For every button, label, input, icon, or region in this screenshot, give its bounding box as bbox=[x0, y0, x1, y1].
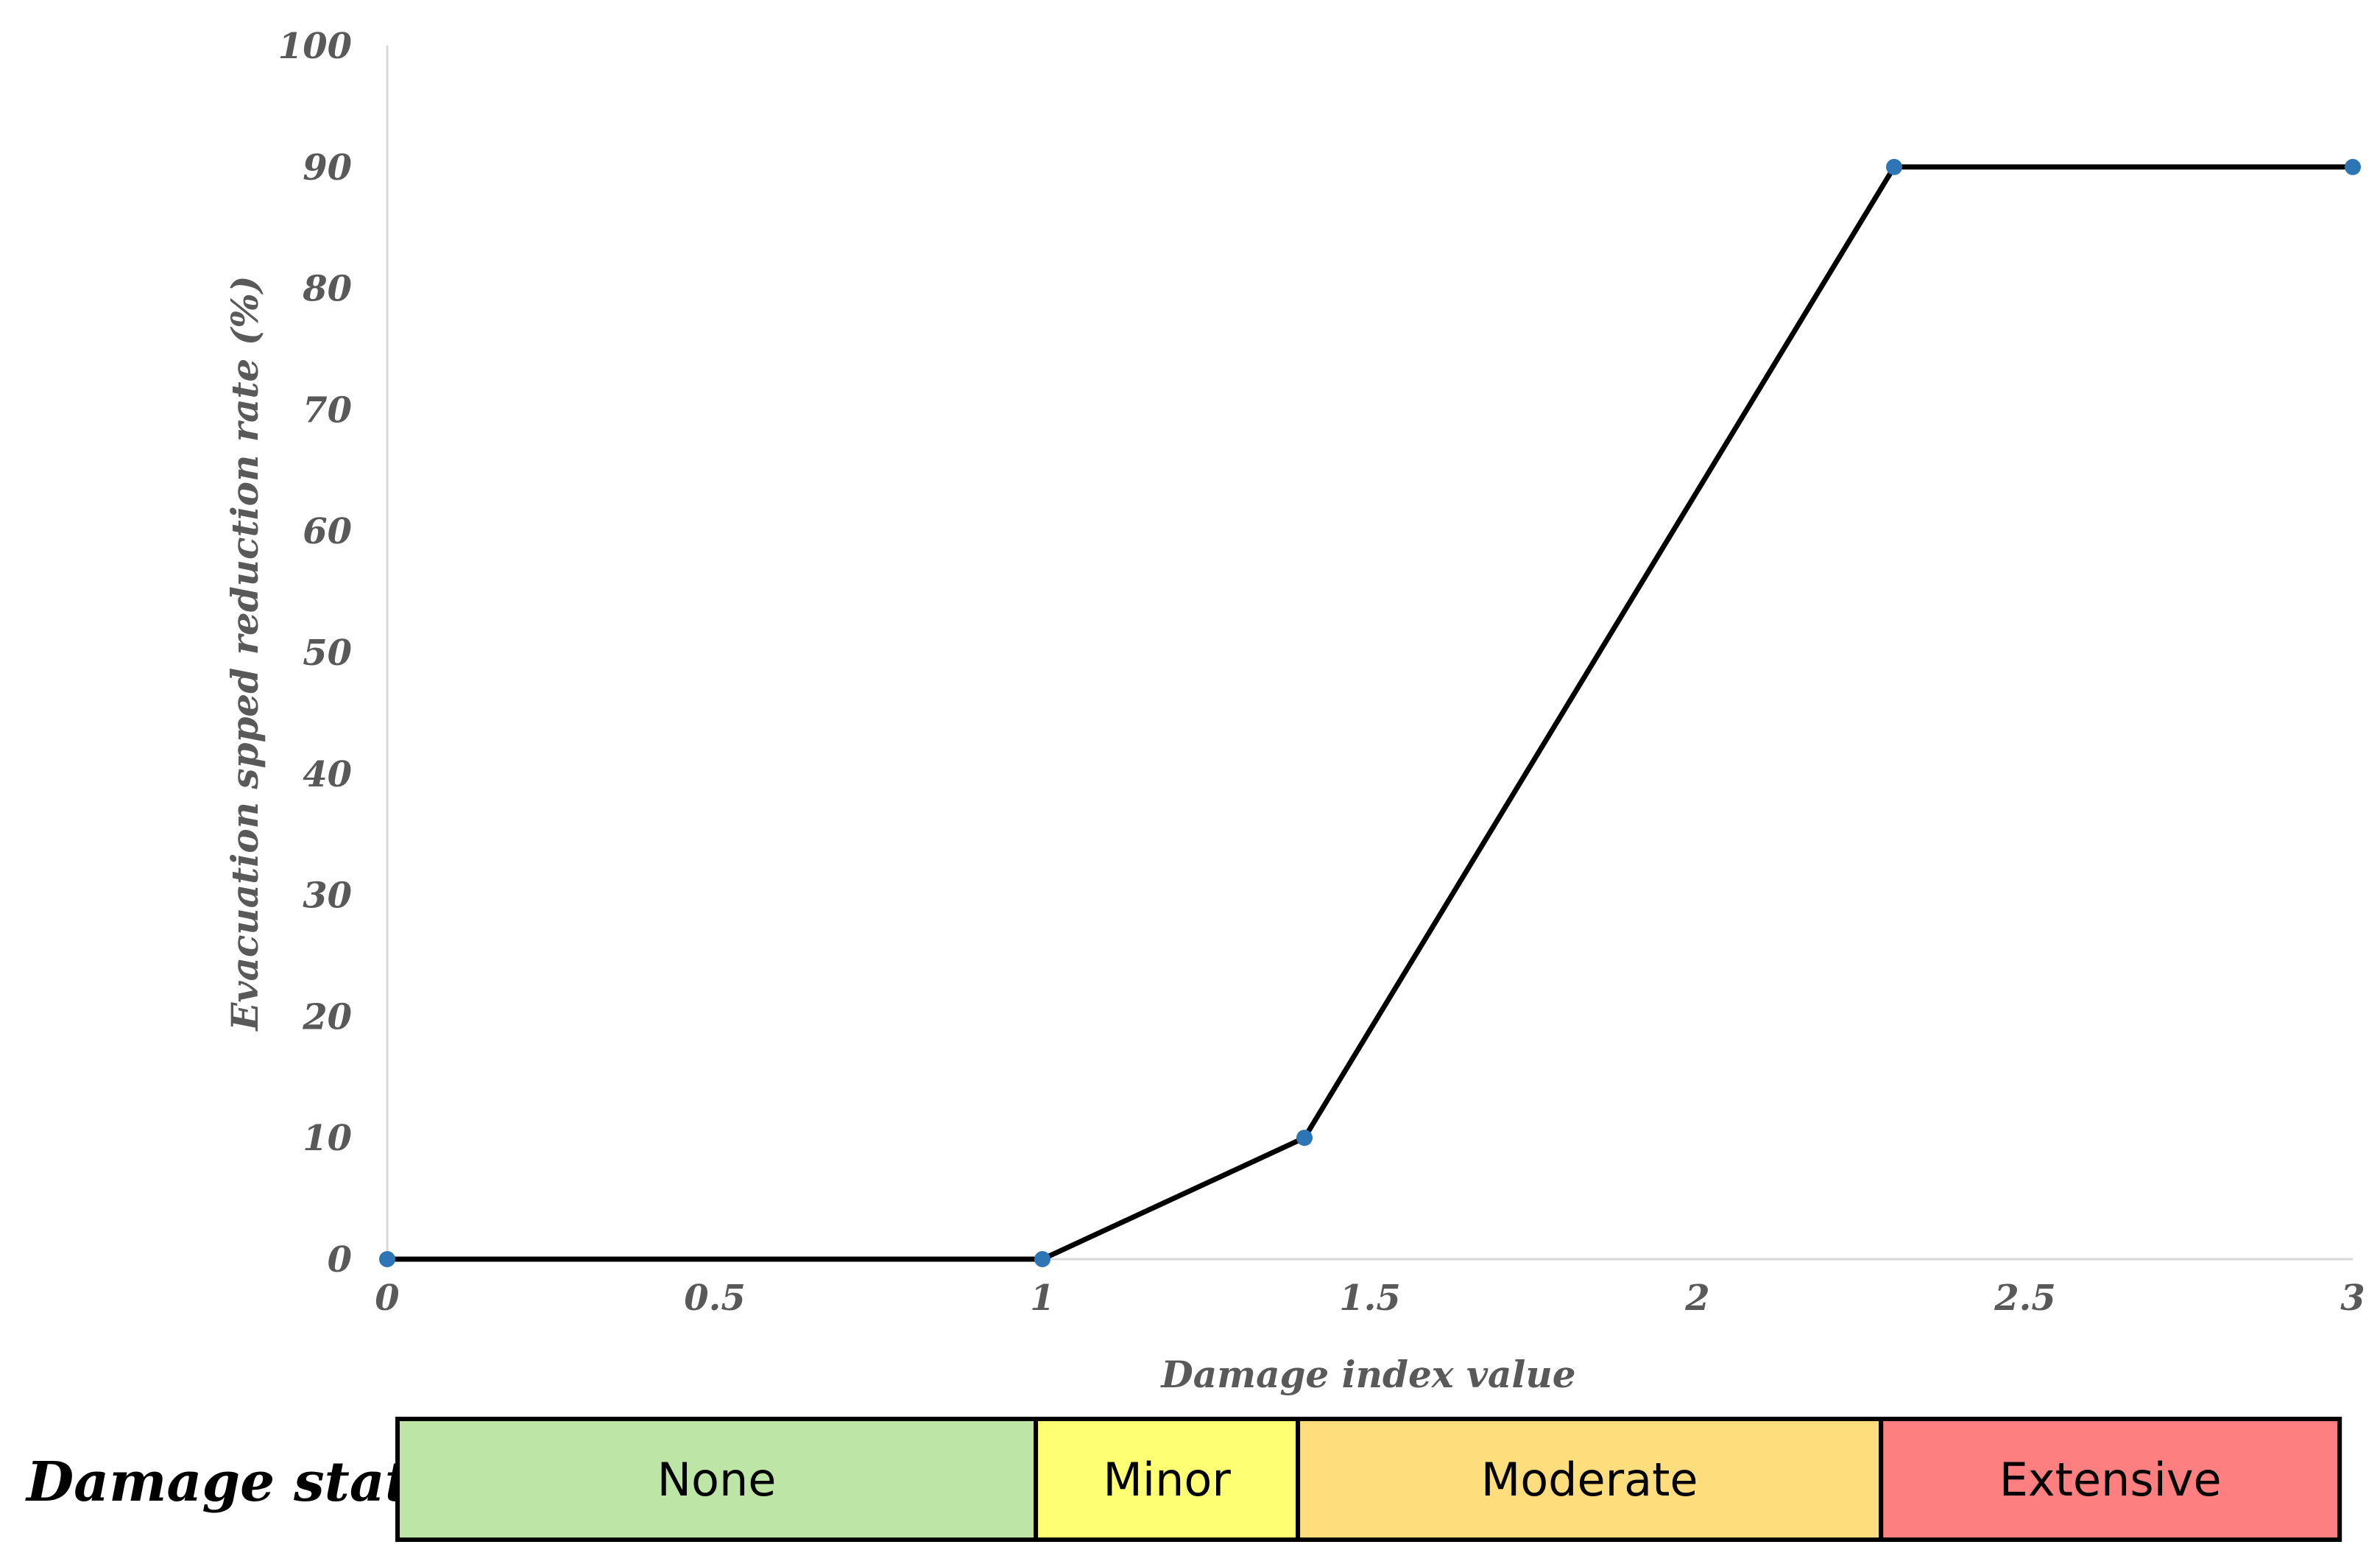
damage-state-segment bbox=[1296, 1417, 1884, 1542]
x-tick-label: 1.5 bbox=[1339, 1278, 1401, 1319]
x-tick-label: 0.5 bbox=[684, 1278, 746, 1319]
damage-state-segments: None Minor Moderate Extensive bbox=[395, 1417, 2342, 1542]
data-point bbox=[1034, 1251, 1050, 1267]
x-axis-title: Damage index value bbox=[1159, 1353, 1575, 1396]
plot-area bbox=[386, 46, 2353, 1261]
x-tick-label: 1 bbox=[1030, 1278, 1054, 1319]
x-tick-label: 2.5 bbox=[1994, 1278, 2056, 1319]
data-point-markers bbox=[379, 158, 2361, 1267]
damage-state-bar: Damage state None Minor Moderate Extensive bbox=[25, 1417, 2342, 1542]
y-tick-labels: 0 10 20 30 40 50 60 70 80 90 100 bbox=[278, 26, 352, 1281]
y-tick-label: 70 bbox=[303, 390, 352, 431]
series-line-group bbox=[387, 164, 2353, 1262]
damage-state-label: None bbox=[657, 1453, 777, 1507]
y-tick-label: 20 bbox=[302, 996, 352, 1038]
data-point bbox=[379, 1251, 395, 1267]
data-point bbox=[2345, 158, 2361, 175]
damage-state-segment bbox=[395, 1417, 1039, 1542]
y-tick-label: 90 bbox=[303, 147, 352, 189]
data-point bbox=[1296, 1130, 1313, 1146]
y-tick-label: 100 bbox=[278, 26, 352, 67]
damage-state-label: Minor bbox=[1103, 1453, 1231, 1507]
damage-state-label: Moderate bbox=[1481, 1453, 1698, 1507]
series-line bbox=[387, 164, 2353, 1262]
damage-state-title: Damage state bbox=[25, 1451, 445, 1514]
damage-state-segment bbox=[1879, 1417, 2342, 1542]
x-tick-label: 2 bbox=[1684, 1278, 1709, 1319]
y-tick-label: 10 bbox=[303, 1118, 352, 1159]
data-point bbox=[1886, 158, 1902, 175]
y-tick-label: 40 bbox=[303, 754, 352, 795]
y-axis-title: Evacuation spped reduction rate (%) bbox=[223, 275, 266, 1032]
y-tick-label: 80 bbox=[302, 269, 352, 310]
x-tick-label: 0 bbox=[375, 1278, 399, 1319]
damage-state-segment bbox=[1034, 1417, 1301, 1542]
y-tick-label: 60 bbox=[303, 511, 352, 552]
y-tick-label: 0 bbox=[328, 1239, 352, 1281]
x-tick-label: 3 bbox=[2340, 1278, 2365, 1319]
damage-state-label: Extensive bbox=[1999, 1453, 2222, 1507]
x-tick-labels: 0 0.5 1 1.5 2 2.5 3 bbox=[375, 1278, 2365, 1319]
y-tick-label: 30 bbox=[303, 876, 352, 917]
y-tick-label: 50 bbox=[303, 633, 352, 674]
